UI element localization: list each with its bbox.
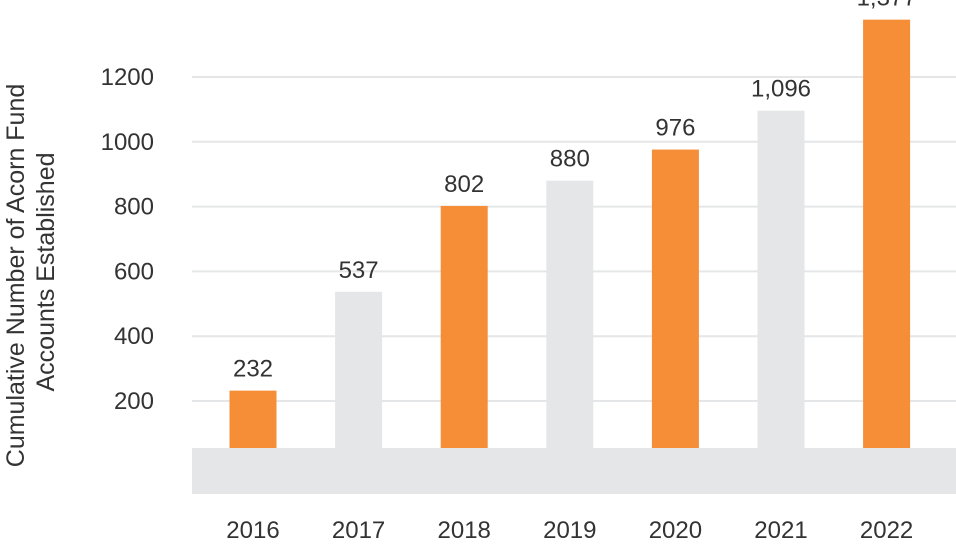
y-tick-label: 400 (114, 323, 154, 350)
y-axis-label-line-1: Cumulative Number of Acorn Fund (2, 84, 30, 468)
bar-2019 (546, 180, 594, 448)
data-labels: 232 537 802 880 976 1,096 1,377 (233, 0, 917, 383)
x-tick-label-2019: 2019 (543, 517, 596, 544)
y-tick-label: 1000 (101, 129, 154, 156)
bar-2021 (757, 110, 805, 449)
data-label-2022: 1,377 (857, 0, 917, 12)
y-tick-label: 1200 (101, 64, 154, 91)
y-tick-label: 200 (114, 388, 154, 415)
data-label-2019: 880 (550, 146, 590, 173)
bar-2022 (863, 19, 911, 448)
bar-2018 (440, 205, 488, 448)
x-tick-label-2022: 2022 (860, 517, 913, 544)
data-label-2021: 1,096 (751, 76, 811, 103)
y-axis-ticks: 200 400 600 800 1000 1200 (101, 64, 154, 415)
x-tick-label-2020: 2020 (649, 517, 702, 544)
x-tick-label-2017: 2017 (332, 517, 385, 544)
y-axis-label: Cumulative Number of Acorn Fund Accounts… (2, 77, 60, 467)
y-axis-label-line-2: Accounts Established (32, 152, 60, 391)
x-axis-ticks: 2016 2017 2018 2019 2020 2021 2022 (226, 517, 913, 544)
bars (229, 19, 911, 449)
data-label-2017: 537 (339, 257, 379, 284)
y-tick-label: 800 (114, 194, 154, 221)
baseline-band (192, 448, 956, 494)
bar-2020 (651, 149, 699, 449)
y-tick-label: 600 (114, 258, 154, 285)
x-tick-label-2016: 2016 (226, 517, 279, 544)
bar-2017 (335, 291, 383, 448)
x-tick-label-2018: 2018 (438, 517, 491, 544)
data-label-2020: 976 (655, 115, 695, 142)
data-label-2018: 802 (444, 171, 484, 198)
data-label-2016: 232 (233, 356, 273, 383)
bar-2016 (229, 390, 277, 448)
x-tick-label-2021: 2021 (754, 517, 807, 544)
